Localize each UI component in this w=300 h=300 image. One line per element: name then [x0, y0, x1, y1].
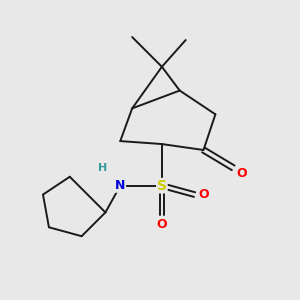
Text: S: S: [157, 179, 167, 193]
Text: H: H: [98, 163, 107, 173]
Text: O: O: [198, 188, 209, 201]
Text: O: O: [237, 167, 248, 180]
Text: N: N: [115, 179, 125, 192]
Text: O: O: [157, 218, 167, 231]
